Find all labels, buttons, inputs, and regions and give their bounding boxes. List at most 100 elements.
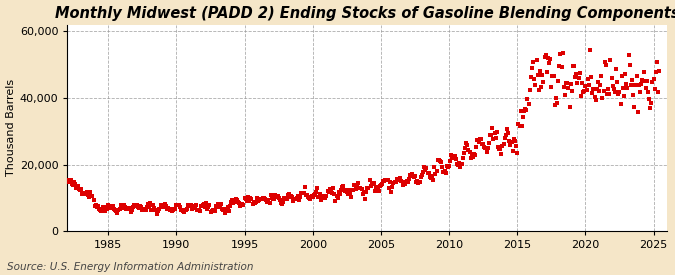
Point (86, 194, 97, 198)
Point (70, 182, 81, 187)
Point (489, 131, 500, 136)
Point (310, 192, 321, 196)
Point (277, 202, 288, 207)
Point (110, 208, 121, 213)
Point (423, 171, 434, 175)
Point (408, 175, 419, 179)
Point (187, 207, 198, 211)
Point (209, 208, 219, 212)
Point (204, 203, 215, 208)
Point (137, 208, 148, 212)
Point (649, 87, 660, 92)
Point (468, 152, 479, 156)
Point (619, 94, 630, 98)
Point (448, 156, 459, 161)
Point (224, 204, 235, 208)
Point (405, 172, 416, 177)
Point (555, 52, 566, 56)
Point (287, 195, 298, 200)
Point (148, 205, 159, 210)
Point (365, 184, 376, 188)
Point (588, 86, 599, 91)
Point (305, 197, 316, 201)
Point (194, 208, 205, 213)
Point (296, 191, 307, 195)
Point (491, 130, 502, 134)
Point (560, 93, 570, 97)
Point (179, 210, 190, 214)
Point (76, 187, 86, 191)
Point (535, 69, 545, 73)
Point (356, 186, 367, 191)
Point (212, 205, 223, 210)
Point (513, 122, 524, 126)
Point (574, 71, 585, 75)
Point (227, 197, 238, 202)
Point (101, 204, 111, 209)
Point (292, 195, 302, 200)
Point (455, 165, 466, 169)
Point (234, 201, 244, 205)
Point (640, 85, 651, 90)
Point (228, 200, 239, 205)
Point (653, 90, 664, 95)
Point (461, 141, 472, 145)
Point (383, 186, 394, 191)
Point (248, 199, 259, 204)
Point (99, 209, 110, 213)
Point (269, 196, 279, 201)
Point (628, 92, 639, 97)
Point (252, 196, 263, 200)
Point (144, 204, 155, 208)
Point (145, 200, 156, 205)
Point (525, 75, 536, 79)
Point (142, 205, 153, 210)
Point (300, 193, 311, 197)
Point (205, 210, 216, 214)
Point (246, 197, 256, 201)
Point (104, 206, 115, 211)
Point (215, 202, 226, 206)
Point (554, 64, 565, 68)
Point (202, 207, 213, 211)
Point (367, 182, 377, 186)
Point (515, 109, 526, 114)
Point (570, 75, 580, 79)
Point (124, 206, 134, 211)
Point (217, 207, 227, 211)
Point (327, 191, 338, 195)
Point (603, 87, 614, 92)
Point (335, 188, 346, 192)
Point (117, 206, 128, 210)
Point (306, 194, 317, 198)
Point (329, 191, 340, 196)
Point (456, 162, 467, 166)
Point (593, 89, 604, 93)
Point (190, 203, 201, 207)
Point (488, 137, 499, 141)
Point (483, 141, 494, 145)
Point (454, 161, 464, 165)
Point (441, 164, 452, 169)
Point (420, 168, 431, 172)
Point (169, 207, 180, 211)
Point (320, 196, 331, 200)
Point (236, 202, 246, 207)
Point (620, 72, 630, 76)
Point (438, 170, 449, 174)
Point (516, 124, 527, 128)
Point (536, 84, 547, 89)
Point (115, 203, 126, 207)
Point (302, 193, 313, 198)
Point (328, 186, 339, 191)
Point (84, 190, 95, 194)
Point (244, 198, 254, 203)
Point (130, 204, 141, 209)
Point (360, 190, 371, 194)
Point (122, 206, 133, 210)
Point (161, 204, 171, 208)
Point (322, 189, 333, 193)
Point (278, 200, 289, 204)
Point (238, 202, 249, 207)
Point (548, 74, 559, 78)
